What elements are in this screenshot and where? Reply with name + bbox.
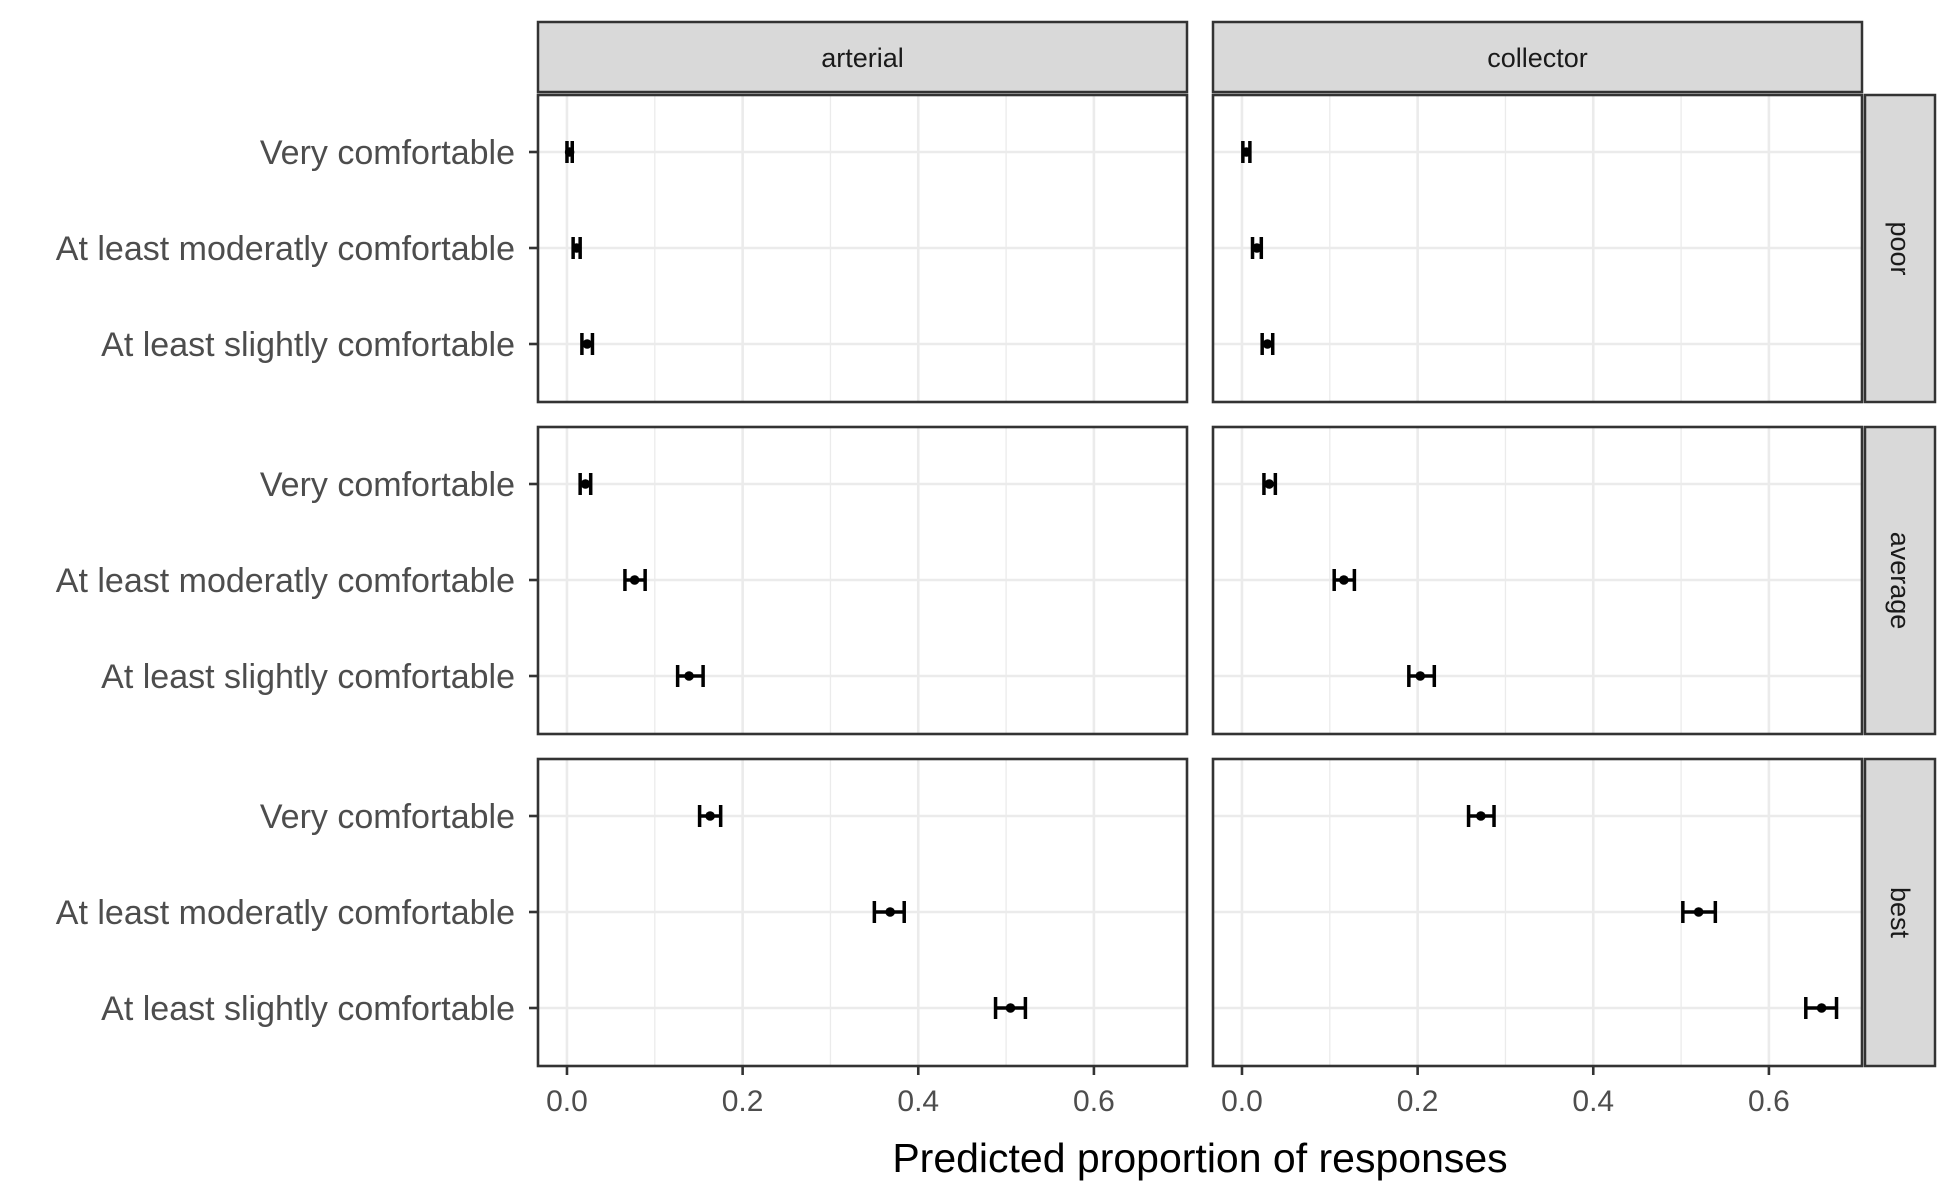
point-marker	[705, 811, 715, 821]
data-point-at-least-slightly-comfortable	[1260, 333, 1275, 355]
y-tick-label-very-comfortable: Very comfortable	[260, 466, 515, 504]
y-tick-label-at-least-slightly-comfortable: At least slightly comfortable	[101, 326, 515, 364]
data-point-very-comfortable	[697, 805, 723, 827]
point-marker	[1816, 1003, 1827, 1013]
panel-border	[1211, 757, 1864, 1068]
data-point-at-least-slightly-comfortable	[1804, 997, 1839, 1019]
row-strip-label-poor: poor	[1885, 221, 1915, 275]
y-tick-label-at-least-moderatly-comfortable: At least moderatly comfortable	[56, 562, 515, 600]
x-tick-label: 0.2	[722, 1085, 764, 1118]
x-tick-label: 0.2	[1397, 1085, 1439, 1118]
point-marker	[1476, 811, 1486, 821]
y-tick-label-at-least-moderatly-comfortable: At least moderatly comfortable	[56, 230, 515, 268]
data-point-at-least-slightly-comfortable	[993, 997, 1028, 1019]
y-tick-label-at-least-slightly-comfortable: At least slightly comfortable	[101, 658, 515, 696]
point-marker	[1693, 907, 1704, 917]
data-point-very-comfortable	[578, 473, 593, 495]
y-tick-label-very-comfortable: Very comfortable	[260, 798, 515, 836]
row-strip-poor	[1863, 93, 1937, 404]
panel-border	[1211, 425, 1864, 736]
data-point-very-comfortable	[1262, 473, 1278, 495]
data-point-at-least-moderatly-comfortable	[1332, 569, 1357, 591]
point-marker	[1005, 1003, 1016, 1013]
panel-collector-poor	[1211, 93, 1864, 404]
data-point-at-least-moderatly-comfortable	[1250, 237, 1264, 259]
panel-arterial-best	[536, 757, 1189, 1068]
point-marker	[1241, 147, 1252, 157]
point-marker	[564, 147, 575, 157]
data-point-at-least-slightly-comfortable	[580, 333, 595, 355]
point-marker	[571, 243, 582, 253]
data-point-very-comfortable	[1466, 805, 1496, 827]
point-marker	[1339, 575, 1349, 585]
point-marker	[1415, 671, 1426, 681]
panel-collector-best	[1211, 757, 1864, 1068]
y-tick-label-very-comfortable: Very comfortable	[260, 134, 515, 172]
data-point-at-least-slightly-comfortable	[1407, 665, 1437, 687]
data-point-very-comfortable	[564, 141, 575, 163]
x-tick-label: 0.0	[1221, 1085, 1263, 1118]
column-strip-label-collector: collector	[1487, 43, 1588, 73]
point-marker	[1252, 243, 1262, 253]
data-point-at-least-moderatly-comfortable	[872, 901, 906, 923]
data-point-at-least-moderatly-comfortable	[571, 237, 582, 259]
data-point-very-comfortable	[1241, 141, 1252, 163]
row-strip-label-best: best	[1885, 887, 1915, 939]
point-marker	[885, 907, 895, 917]
data-point-at-least-moderatly-comfortable	[1681, 901, 1718, 923]
y-tick-label-at-least-moderatly-comfortable: At least moderatly comfortable	[56, 894, 515, 932]
row-strip-average	[1863, 425, 1937, 736]
panel-arterial-poor	[536, 93, 1189, 404]
data-point-at-least-slightly-comfortable	[675, 665, 705, 687]
x-tick-label: 0.4	[897, 1085, 939, 1118]
panel-border	[1211, 93, 1864, 404]
point-marker	[1264, 479, 1275, 489]
column-strip-label-arterial: arterial	[821, 43, 904, 73]
panel-arterial-average	[536, 425, 1189, 736]
point-marker	[580, 479, 591, 489]
column-strip-collector	[1211, 20, 1864, 94]
point-marker	[629, 575, 640, 585]
x-tick-label: 0.6	[1073, 1085, 1115, 1118]
x-axis-label: Predicted proportion of responses	[892, 1135, 1507, 1181]
row-strip-label-average: average	[1885, 532, 1915, 630]
data-point-at-least-moderatly-comfortable	[623, 569, 647, 591]
point-marker	[582, 339, 592, 349]
x-tick-label: 0.0	[546, 1085, 588, 1118]
panel-collector-average	[1211, 425, 1864, 736]
x-tick-label: 0.6	[1748, 1085, 1790, 1118]
point-marker	[684, 671, 694, 681]
y-tick-label-at-least-slightly-comfortable: At least slightly comfortable	[101, 990, 515, 1028]
x-tick-label: 0.4	[1572, 1085, 1614, 1118]
point-marker	[1262, 339, 1273, 349]
column-strip-arterial	[536, 20, 1189, 94]
row-strip-best	[1863, 757, 1937, 1068]
